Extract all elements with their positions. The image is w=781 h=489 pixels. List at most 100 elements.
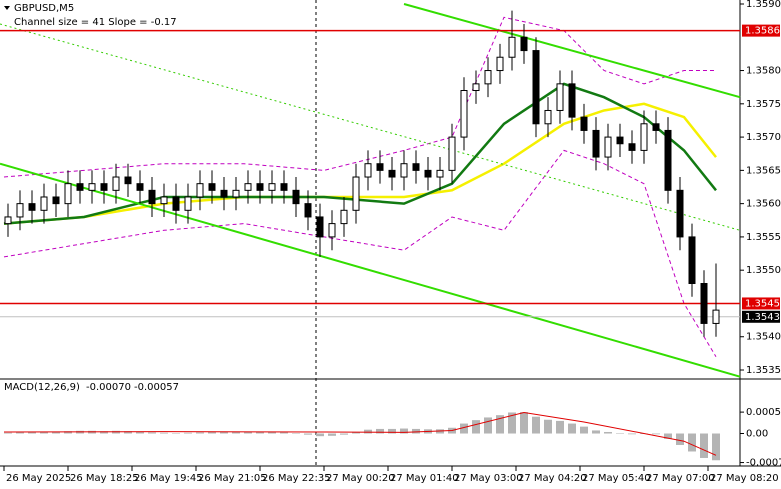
y-tick-label: 1.3580 bbox=[746, 66, 781, 77]
candle-body bbox=[532, 50, 540, 125]
candle-body bbox=[496, 56, 504, 72]
candle-body bbox=[568, 83, 576, 118]
x-tick-label: 27 May 07:00 bbox=[646, 473, 715, 484]
histogram-bar bbox=[568, 423, 576, 434]
candle-body bbox=[700, 283, 708, 324]
candle-body bbox=[352, 176, 360, 211]
candle-body bbox=[292, 189, 300, 205]
candle-body bbox=[256, 183, 264, 191]
candle-body bbox=[232, 189, 240, 198]
price-label: 1.3545 bbox=[745, 298, 780, 309]
candle-body bbox=[580, 116, 588, 131]
candle-body bbox=[136, 183, 144, 191]
histogram-bar bbox=[460, 423, 468, 434]
histogram-bar bbox=[220, 431, 228, 434]
y-tick-label: 1.3555 bbox=[746, 232, 781, 243]
candle-body bbox=[640, 123, 648, 151]
histogram-bar bbox=[412, 428, 420, 434]
x-tick-label: 27 May 03:00 bbox=[454, 473, 523, 484]
candle-body bbox=[268, 183, 276, 191]
candle-body bbox=[64, 183, 72, 205]
candle-body bbox=[88, 183, 96, 191]
histogram-bar bbox=[232, 431, 240, 434]
candle-body bbox=[436, 169, 444, 178]
histogram-bar bbox=[136, 431, 144, 434]
signal-line bbox=[3, 411, 717, 456]
candle-body bbox=[328, 223, 336, 238]
histogram-bar bbox=[484, 417, 492, 434]
histogram-bar bbox=[700, 433, 708, 458]
candle-body bbox=[400, 163, 408, 178]
candle-body bbox=[148, 189, 156, 205]
candle-body bbox=[712, 309, 720, 324]
price-label-box bbox=[742, 24, 780, 37]
annotation: Channel size = 41 Slope = -0.17 bbox=[14, 17, 177, 28]
candle-body bbox=[592, 129, 600, 158]
indicator-line bbox=[403, 3, 741, 99]
x-tick-label: 27 May 05:40 bbox=[582, 473, 651, 484]
histogram-bar bbox=[148, 432, 156, 434]
histogram-bar bbox=[688, 433, 696, 452]
x-tick-label: 26 May 2025 bbox=[6, 473, 71, 484]
histogram-bar bbox=[400, 428, 408, 434]
candle-body bbox=[424, 169, 432, 178]
histogram-bar bbox=[4, 432, 12, 434]
histogram-bar bbox=[508, 412, 516, 434]
histogram-bar bbox=[472, 420, 480, 434]
indicator-line bbox=[3, 16, 716, 178]
candle-body bbox=[388, 169, 396, 178]
candle-body bbox=[16, 203, 24, 218]
indicator-line bbox=[0, 23, 741, 231]
histogram-bar bbox=[544, 419, 552, 434]
candle-body bbox=[244, 183, 252, 191]
histogram-bar bbox=[208, 431, 216, 434]
histogram-bar bbox=[280, 432, 288, 434]
y-tick-label: 1.3550 bbox=[746, 265, 781, 276]
candle-body bbox=[508, 36, 516, 58]
histogram-bar bbox=[592, 430, 600, 434]
x-tick-label: 26 May 18:25 bbox=[70, 473, 139, 484]
histogram-bar bbox=[268, 431, 276, 434]
y-tick-label: 1.3590 bbox=[746, 0, 781, 10]
price-label-box bbox=[742, 310, 780, 323]
histogram-bar bbox=[292, 433, 300, 434]
candle-body bbox=[520, 36, 528, 52]
candle-body bbox=[472, 83, 480, 92]
macd-value: -0.00070 bbox=[86, 382, 131, 393]
candle-body bbox=[544, 109, 552, 125]
candle-body bbox=[100, 183, 108, 191]
histogram-bar bbox=[628, 433, 636, 435]
chart-title: GBPUSD,M5 bbox=[14, 3, 74, 14]
x-tick-label: 27 May 01:40 bbox=[390, 473, 459, 484]
x-tick-label: 26 May 19:45 bbox=[134, 473, 203, 484]
histogram-bar bbox=[352, 431, 360, 434]
candle-body bbox=[676, 189, 684, 238]
y-tick-label: 1.3535 bbox=[746, 365, 781, 376]
histogram-bar bbox=[388, 428, 396, 434]
candle-body bbox=[628, 143, 636, 151]
histogram-bar bbox=[172, 433, 180, 434]
y-tick-label: 0.00056 bbox=[746, 407, 781, 418]
histogram-bar bbox=[364, 429, 372, 434]
candle-body bbox=[652, 123, 660, 131]
candle-body bbox=[484, 70, 492, 85]
x-tick-label: 26 May 21:05 bbox=[198, 473, 267, 484]
candle-body bbox=[160, 196, 168, 205]
histogram-bar bbox=[616, 433, 624, 434]
candle-body bbox=[316, 216, 324, 238]
histogram-bar bbox=[664, 433, 672, 439]
histogram-bar bbox=[376, 428, 384, 434]
candle-body bbox=[52, 196, 60, 205]
candle-body bbox=[340, 209, 348, 225]
candle-body bbox=[280, 183, 288, 191]
candle-body bbox=[412, 163, 420, 171]
price-label: 1.3543 bbox=[745, 312, 780, 323]
candle-body bbox=[604, 136, 612, 158]
histogram-bar bbox=[316, 433, 324, 437]
candle-body bbox=[376, 163, 384, 171]
histogram-bar bbox=[604, 431, 612, 434]
histogram-bar bbox=[520, 412, 528, 434]
x-tick-label: 27 May 00:20 bbox=[326, 473, 395, 484]
indicator-line bbox=[3, 149, 717, 357]
y-tick-label: 1.3540 bbox=[746, 332, 781, 343]
